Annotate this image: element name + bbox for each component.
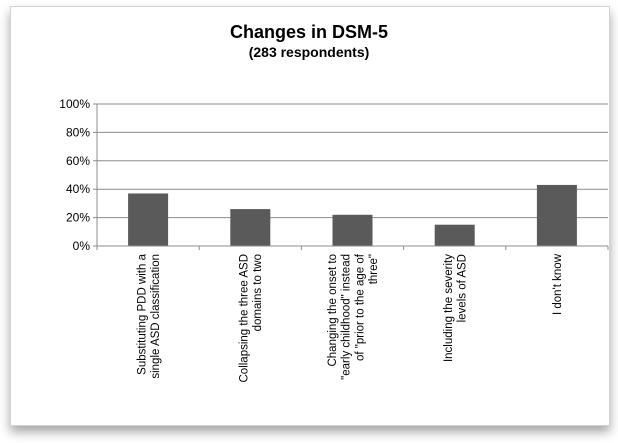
bar: [128, 193, 169, 246]
x-category-label: Collapsing the three ASD domains to two: [239, 254, 265, 383]
x-category-label-line: Including the severity: [443, 254, 455, 362]
x-category-label-line: I don't know: [552, 253, 564, 315]
chart-frame: [10, 6, 610, 426]
x-category-label-line: three": [368, 254, 380, 284]
chart-title: Changes in DSM-5: [229, 22, 389, 42]
bar: [230, 209, 271, 246]
bar: [536, 184, 577, 246]
x-category-label-line: Substituting PDD with a: [136, 253, 148, 374]
y-tick-label: 80%: [66, 125, 90, 139]
x-category-label-line: Changing the onset to: [327, 254, 339, 367]
x-category-label-line: levels of ASD: [457, 254, 469, 322]
x-category-label: Including the severity levels of ASD: [443, 254, 469, 362]
x-category-label-line: domains to two: [252, 254, 264, 331]
y-tick-label: 20%: [66, 211, 90, 225]
y-tick-label: 40%: [66, 182, 90, 196]
y-tick-label: 100%: [59, 97, 90, 111]
x-category-label-line: Collapsing the three ASD: [239, 254, 251, 383]
y-tick-label: 0%: [73, 239, 91, 253]
y-tick-label: 60%: [66, 154, 90, 168]
x-category-label: Substituting PDD with a single ASD classi…: [136, 253, 162, 378]
x-category-label: Changing the onset to "early childhood" i…: [327, 253, 380, 380]
bar: [434, 224, 475, 246]
bar: [332, 214, 373, 246]
x-category-label-line: of "prior to the age of: [354, 253, 366, 361]
x-category-label-line: "early childhood" instead: [341, 254, 353, 380]
chart-subtitle: (283 respondents): [248, 44, 370, 60]
x-category-label: I don't know: [552, 253, 564, 315]
x-category-label-line: single ASD classification: [150, 254, 162, 379]
